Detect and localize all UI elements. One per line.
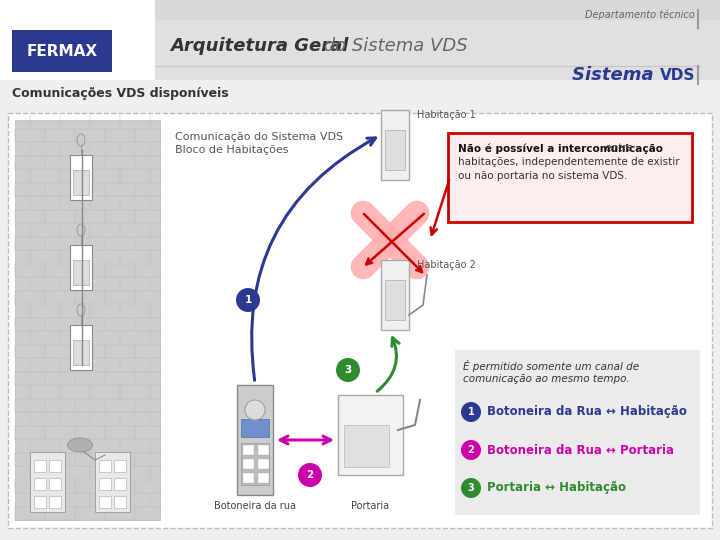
Bar xyxy=(95,452,130,512)
Bar xyxy=(155,0,720,20)
Ellipse shape xyxy=(68,438,92,452)
Bar xyxy=(0,0,155,80)
Bar xyxy=(73,340,89,365)
Circle shape xyxy=(461,478,481,498)
Bar xyxy=(73,260,89,285)
Bar xyxy=(243,473,254,483)
Bar xyxy=(455,350,700,515)
Bar xyxy=(155,0,720,80)
Bar xyxy=(385,280,405,320)
Bar xyxy=(258,473,269,483)
Circle shape xyxy=(236,288,260,312)
Bar xyxy=(99,460,111,472)
Text: Habitação 1: Habitação 1 xyxy=(417,110,476,120)
Bar xyxy=(258,459,269,469)
Text: Botoneira da Rua ↔ Portaria: Botoneira da Rua ↔ Portaria xyxy=(487,443,674,456)
Bar xyxy=(15,120,160,520)
Text: Botoneira da Rua ↔ Habitação: Botoneira da Rua ↔ Habitação xyxy=(487,406,687,419)
Text: Não é possível a intercomunicação: Não é possível a intercomunicação xyxy=(458,143,663,153)
Bar xyxy=(34,478,46,490)
Bar xyxy=(243,445,254,455)
Text: Comunicação do Sistema VDS: Comunicação do Sistema VDS xyxy=(175,132,343,142)
Bar xyxy=(381,110,409,180)
Text: FERMAX: FERMAX xyxy=(27,44,98,58)
Text: Comunicações VDS disponíveis: Comunicações VDS disponíveis xyxy=(12,86,229,99)
Text: Bloco de Habitações: Bloco de Habitações xyxy=(175,145,289,155)
Bar xyxy=(49,460,61,472)
FancyArrowPatch shape xyxy=(252,138,376,380)
Text: ou não portaria no sistema VDS.: ou não portaria no sistema VDS. xyxy=(458,171,627,181)
Bar xyxy=(243,459,254,469)
Bar xyxy=(99,496,111,508)
Text: Habitação 2: Habitação 2 xyxy=(417,260,476,270)
Bar xyxy=(258,445,269,455)
Text: 1: 1 xyxy=(467,407,474,417)
Text: entre: entre xyxy=(602,143,633,153)
Bar xyxy=(34,496,46,508)
Bar xyxy=(241,443,269,485)
Text: Portaria: Portaria xyxy=(351,501,389,511)
Text: 1: 1 xyxy=(244,295,251,305)
Bar xyxy=(114,460,126,472)
Circle shape xyxy=(245,400,265,420)
Text: 3: 3 xyxy=(467,483,474,493)
FancyArrowPatch shape xyxy=(377,338,399,392)
Circle shape xyxy=(461,440,481,460)
Circle shape xyxy=(461,402,481,422)
Bar xyxy=(114,478,126,490)
Bar xyxy=(70,325,92,370)
Bar xyxy=(34,460,46,472)
FancyArrowPatch shape xyxy=(280,436,330,444)
Bar xyxy=(237,385,273,495)
Bar xyxy=(114,496,126,508)
Text: Departamento técnico: Departamento técnico xyxy=(585,10,695,21)
Bar xyxy=(0,80,720,110)
Bar xyxy=(338,395,403,475)
Text: Botoneira da rua: Botoneira da rua xyxy=(214,501,296,511)
Text: do Sistema VDS: do Sistema VDS xyxy=(318,37,467,55)
Bar xyxy=(49,478,61,490)
Bar xyxy=(73,170,89,195)
Bar xyxy=(344,425,389,467)
Bar xyxy=(381,260,409,330)
Bar xyxy=(30,452,65,512)
Text: Sistema: Sistema xyxy=(572,66,660,84)
Circle shape xyxy=(336,358,360,382)
Bar xyxy=(99,478,111,490)
Bar xyxy=(385,130,405,170)
Text: 2: 2 xyxy=(467,445,474,455)
Text: Arquitetura Geral: Arquitetura Geral xyxy=(170,37,348,55)
Text: VDS: VDS xyxy=(660,68,696,83)
Text: habitações, independentemente de existir: habitações, independentemente de existir xyxy=(458,157,680,167)
Text: É permitido somente um canal de
comunicação ao mesmo tempo.: É permitido somente um canal de comunica… xyxy=(463,360,639,383)
FancyBboxPatch shape xyxy=(448,133,692,222)
Bar xyxy=(241,419,269,437)
FancyArrowPatch shape xyxy=(431,180,449,235)
Text: 3: 3 xyxy=(344,365,351,375)
Bar xyxy=(70,245,92,290)
Bar xyxy=(12,30,112,72)
Text: Portaria ↔ Habitação: Portaria ↔ Habitação xyxy=(487,482,626,495)
Bar xyxy=(49,496,61,508)
Bar xyxy=(70,155,92,200)
Text: 2: 2 xyxy=(307,470,314,480)
Circle shape xyxy=(298,463,322,487)
Bar xyxy=(8,113,712,528)
